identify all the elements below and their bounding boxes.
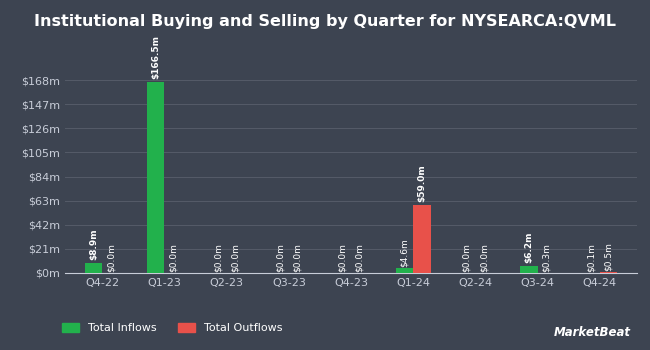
Text: $0.1m: $0.1m xyxy=(586,243,595,272)
Text: $6.2m: $6.2m xyxy=(525,231,533,263)
Text: $0.0m: $0.0m xyxy=(231,243,240,272)
Text: $0.0m: $0.0m xyxy=(480,243,489,272)
Bar xyxy=(520,266,538,273)
Text: $0.0m: $0.0m xyxy=(169,243,177,272)
Bar xyxy=(413,205,430,273)
Text: MarketBeat: MarketBeat xyxy=(554,327,630,340)
Text: $8.9m: $8.9m xyxy=(89,228,98,260)
Text: $0.0m: $0.0m xyxy=(462,243,471,272)
Text: $166.5m: $166.5m xyxy=(151,35,161,79)
Text: Institutional Buying and Selling by Quarter for NYSEARCA:QVML: Institutional Buying and Selling by Quar… xyxy=(34,14,616,29)
Text: $0.0m: $0.0m xyxy=(293,243,302,272)
Text: $0.0m: $0.0m xyxy=(276,243,285,272)
Text: $0.0m: $0.0m xyxy=(338,243,347,272)
Text: $0.5m: $0.5m xyxy=(604,243,613,271)
Text: $4.6m: $4.6m xyxy=(400,238,409,267)
Text: $59.0m: $59.0m xyxy=(417,164,426,202)
Text: $0.3m: $0.3m xyxy=(541,243,551,272)
Text: $0.0m: $0.0m xyxy=(107,243,116,272)
Bar xyxy=(85,263,102,273)
Bar xyxy=(147,82,164,273)
Legend: Total Inflows, Total Outflows: Total Inflows, Total Outflows xyxy=(58,318,287,337)
Bar xyxy=(396,268,413,273)
Text: $0.0m: $0.0m xyxy=(213,243,222,272)
Bar xyxy=(600,272,617,273)
Text: $0.0m: $0.0m xyxy=(355,243,364,272)
